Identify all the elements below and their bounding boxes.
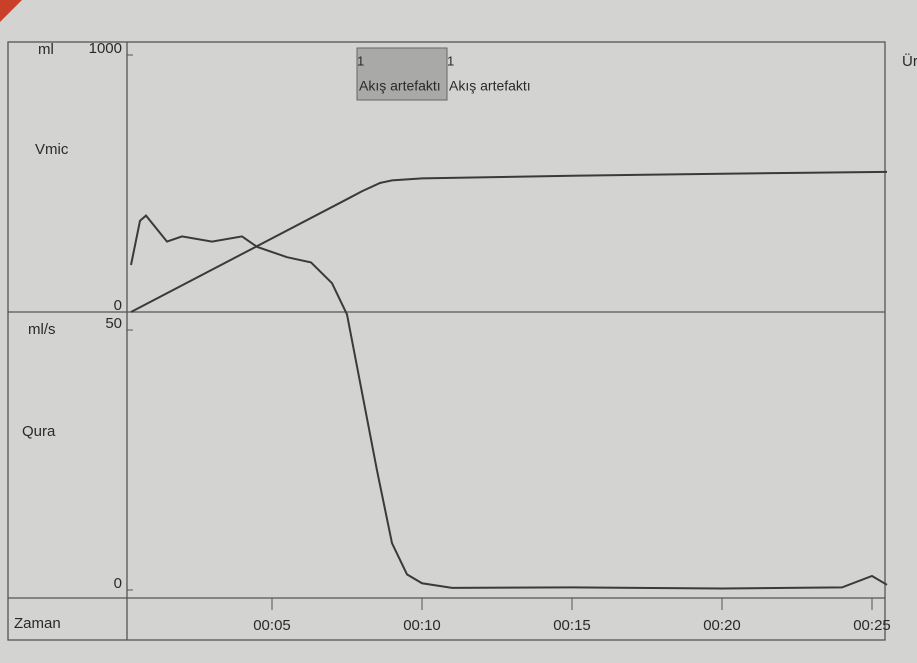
- y-tick-label: 50: [105, 315, 122, 332]
- data-line: [130, 214, 888, 590]
- x-tick-label: 00:05: [253, 617, 291, 634]
- x-tick-label: 00:15: [553, 617, 591, 634]
- y-label: Qura: [22, 423, 56, 440]
- y-unit: ml: [38, 41, 54, 58]
- side-text: Ür: [902, 52, 917, 70]
- y-tick-label: 0: [114, 297, 122, 314]
- y-label: Vmic: [35, 141, 69, 158]
- x-label: Zaman: [14, 615, 61, 632]
- y-tick-label: 0: [114, 575, 122, 592]
- x-tick-label: 00:10: [403, 617, 441, 634]
- x-tick-label: 00:20: [703, 617, 741, 634]
- frame: [7, 41, 886, 641]
- y-unit: ml/s: [28, 321, 56, 338]
- annotation-marker: 1: [357, 53, 364, 68]
- annotation-text: Akış artefaktı: [359, 78, 441, 94]
- data-line: [130, 170, 888, 313]
- x-tick-label: 00:25: [853, 617, 891, 634]
- artifact-region: [356, 47, 448, 101]
- annotation-text: Akış artefaktı: [449, 78, 531, 94]
- annotation-marker: 1: [447, 53, 454, 68]
- corner: [0, 0, 22, 22]
- y-tick-label: 1000: [89, 40, 122, 57]
